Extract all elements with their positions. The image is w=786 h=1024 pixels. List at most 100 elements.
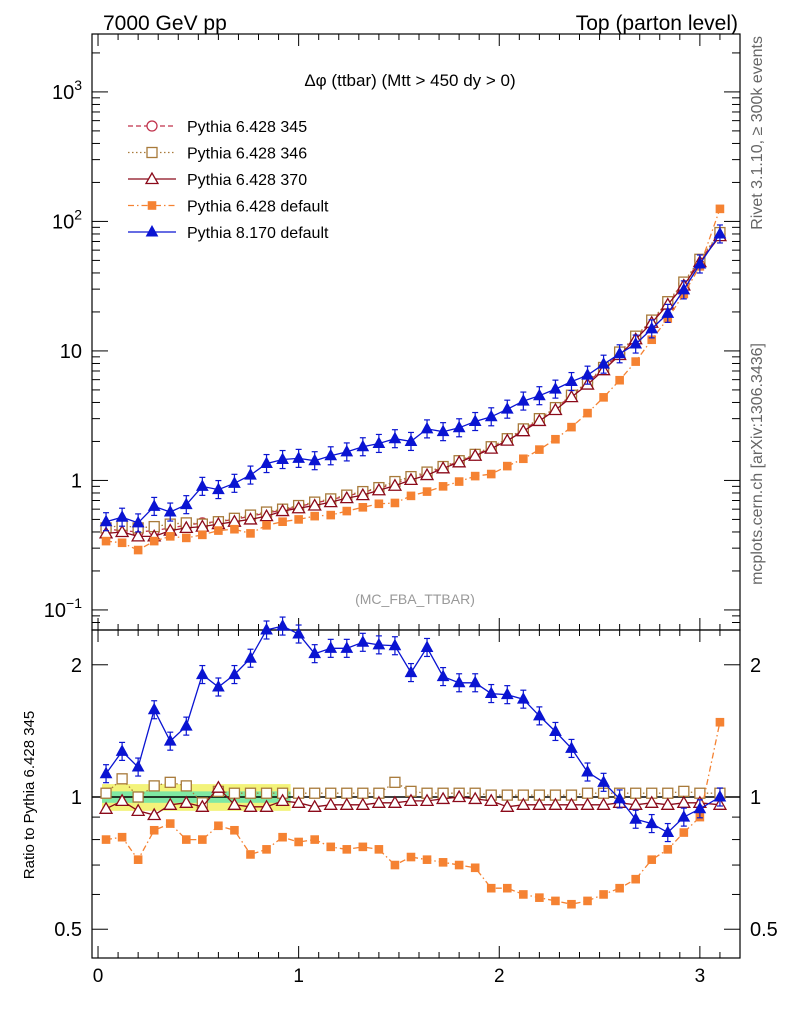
main-point-p6def — [615, 375, 624, 385]
ratio-point-p370 — [371, 795, 387, 808]
main-point-p6def — [454, 477, 464, 486]
ratio-point-p8def — [356, 635, 370, 647]
ratio-point-p6def — [310, 835, 319, 844]
ratio-point-p370 — [564, 797, 579, 810]
y-tick-label: 10−1 — [44, 595, 82, 622]
ratio-point-p6def — [133, 855, 143, 864]
ratio-point-p346 — [630, 787, 642, 799]
ratio-point-p8def — [645, 816, 659, 829]
ratio-series-p6def — [101, 717, 725, 909]
main-point-p6def — [133, 545, 143, 555]
main-point-p370 — [532, 413, 547, 427]
ratio-point-p346 — [341, 787, 353, 799]
ratio-point-p6def — [262, 845, 271, 854]
ratio-point-p6def — [246, 850, 255, 859]
ratio-point-p8def — [292, 626, 305, 639]
ratio-point-p6def — [454, 860, 464, 870]
main-point-p370 — [516, 423, 531, 437]
main-point-p8def — [195, 479, 209, 491]
y-tick-label: 102 — [52, 206, 82, 233]
main-point-p8def — [452, 420, 466, 433]
main-point-p6def — [342, 506, 352, 516]
legend-marker-p345 — [146, 120, 158, 132]
main-point-p6def — [165, 532, 175, 541]
y-tick-label: 103 — [52, 77, 82, 104]
main-point-p6def — [326, 510, 336, 520]
x-tick-label: 1 — [293, 966, 304, 987]
ratio-point-p8def — [452, 675, 466, 688]
main-point-p6def — [486, 469, 496, 479]
main-point-p370 — [403, 472, 419, 486]
main-point-p8def — [388, 431, 402, 444]
main-point-p8def — [500, 402, 514, 414]
main-point-p370 — [419, 467, 435, 481]
main-point-p6def — [117, 538, 127, 548]
ratio-point-p346 — [309, 787, 321, 799]
main-point-p8def — [629, 337, 643, 349]
ratio-y-tick-label-right: 2 — [750, 655, 761, 677]
main-point-p6def — [715, 204, 725, 214]
main-point-p370 — [548, 402, 563, 416]
ratio-point-p370 — [355, 797, 370, 810]
main-point-p8def — [163, 505, 177, 517]
ratio-point-p6def — [438, 858, 448, 867]
ratio-point-p346 — [116, 773, 128, 785]
ratio-point-p6def — [374, 845, 384, 854]
ratio-frame — [91, 629, 741, 959]
ratio-point-p370 — [339, 797, 354, 810]
main-point-p6def — [390, 498, 400, 508]
ratio-point-p8def — [179, 719, 193, 731]
ratio-point-p8def — [629, 812, 643, 824]
ratio-point-p370 — [580, 797, 595, 810]
main-point-p6def — [198, 530, 207, 540]
main-point-p8def — [597, 357, 610, 369]
ratio-point-p6def — [567, 899, 576, 909]
ratio-point-p346 — [501, 789, 513, 801]
ratio-point-p8def — [372, 637, 386, 650]
ratio-point-p8def — [131, 760, 145, 772]
ratio-point-p8def — [533, 708, 546, 721]
ratio-panel: 0 1 2 3 0.5 0.5 1 1 2 2 Ratio to Pythia 6.428 345 — [21, 616, 778, 987]
ratio-point-p370 — [291, 795, 306, 808]
ratio-series-p370 — [98, 780, 728, 821]
main-series-p346 — [100, 226, 726, 534]
main-point-p8def — [533, 388, 546, 401]
main-point-p6def — [310, 511, 319, 521]
ratio-point-p346 — [148, 780, 160, 792]
ratio-y-tick-label-right: 0.5 — [750, 919, 778, 941]
ratio-point-p8def — [661, 825, 675, 838]
main-point-p6def — [101, 536, 111, 546]
main-point-p8def — [276, 452, 289, 465]
main-point-p6def — [422, 487, 432, 496]
main-point-p8def — [581, 368, 594, 380]
ratio-point-p346 — [662, 787, 674, 799]
ratio-point-p370 — [516, 797, 531, 810]
ratio-point-p6def — [101, 835, 111, 844]
ratio-point-p6def — [390, 860, 400, 870]
main-point-p6def — [599, 393, 608, 402]
main-title: Δφ (ttbar) (Mtt > 450 dy > 0) — [304, 71, 515, 90]
ratio-point-p6def — [214, 821, 223, 831]
ratio-point-p370 — [628, 797, 643, 810]
main-point-p6def — [149, 536, 159, 546]
ratio-point-p8def — [308, 646, 322, 659]
main-point-p6def — [214, 526, 223, 535]
main-point-p8def — [99, 514, 113, 527]
main-point-p6def — [502, 461, 512, 471]
ratio-point-p370 — [484, 793, 499, 807]
main-point-p370 — [131, 529, 146, 542]
main-point-p8def — [292, 451, 305, 463]
legend-marker-p6def — [147, 201, 157, 210]
ratio-point-p370 — [387, 795, 403, 808]
legend: Pythia 6.428 345 Pythia 6.428 346 Pythia 6… — [128, 119, 329, 242]
ratio-point-p8def — [581, 764, 594, 777]
ratio-point-p8def — [677, 810, 691, 822]
legend-marker-p8def — [145, 224, 159, 237]
main-point-p370 — [259, 508, 274, 522]
ratio-point-p370 — [195, 799, 210, 812]
main-point-p8def — [372, 436, 386, 448]
ratio-point-p370 — [307, 799, 322, 812]
main-point-p6def — [438, 482, 448, 491]
main-point-p370 — [371, 482, 387, 496]
